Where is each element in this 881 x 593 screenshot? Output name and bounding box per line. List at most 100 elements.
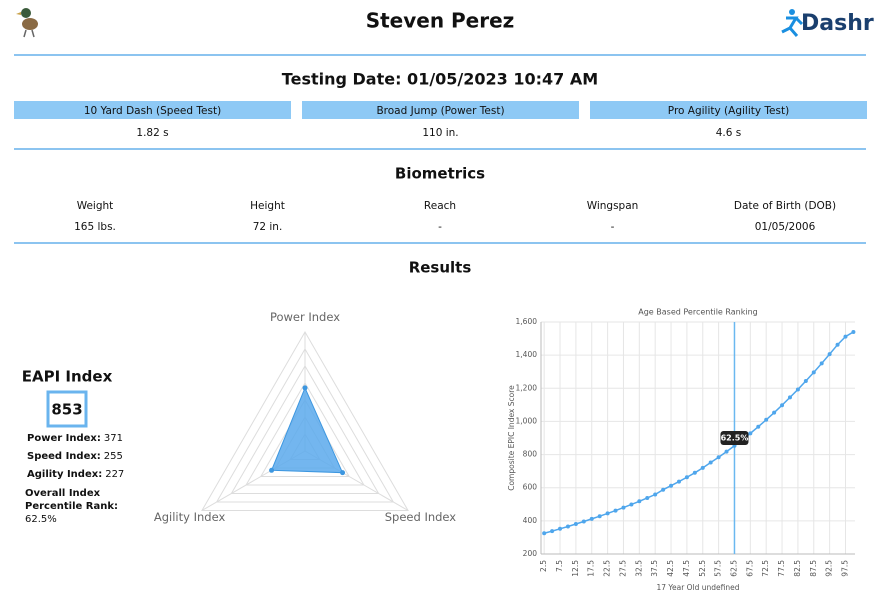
test-label: 10 Yard Dash (Speed Test) bbox=[84, 105, 221, 117]
series-point bbox=[708, 460, 713, 465]
chart-title: Age Based Percentile Ranking bbox=[638, 308, 758, 317]
series-line bbox=[543, 331, 854, 535]
bio-value: - bbox=[611, 221, 615, 233]
x-tick-label: 77.5 bbox=[777, 560, 786, 577]
y-tick-label: 1,600 bbox=[516, 317, 538, 326]
radar-point bbox=[302, 385, 308, 391]
x-tick-label: 22.5 bbox=[603, 560, 612, 577]
test-label: Broad Jump (Power Test) bbox=[376, 105, 504, 117]
index-value: 255 bbox=[104, 451, 123, 462]
series-point bbox=[787, 395, 792, 400]
series-point bbox=[811, 370, 816, 375]
index-label: Speed Index: bbox=[27, 451, 101, 462]
eapi-title: EAPI Index bbox=[22, 368, 113, 386]
series-point bbox=[613, 508, 618, 513]
radar-ring bbox=[215, 348, 395, 503]
bio-label: Reach bbox=[424, 200, 456, 212]
series-point bbox=[780, 403, 785, 408]
series-point bbox=[629, 502, 634, 507]
series-point bbox=[724, 449, 729, 454]
series-point bbox=[803, 378, 808, 383]
x-tick-label: 47.5 bbox=[682, 560, 691, 577]
index-value: 227 bbox=[105, 469, 124, 480]
y-tick-label: 1,000 bbox=[516, 416, 538, 425]
series-point bbox=[542, 531, 547, 536]
test-header bbox=[590, 101, 867, 119]
series-point bbox=[684, 475, 689, 480]
test-header bbox=[14, 101, 291, 119]
series-point bbox=[843, 334, 848, 339]
rank-label: Overall Index bbox=[25, 488, 101, 499]
biometrics-row: Weight 165 lbs. Height 72 in. Reach - Wingspan… bbox=[74, 200, 836, 233]
x-tick-label: 92.5 bbox=[825, 560, 834, 577]
radar-area bbox=[270, 386, 344, 474]
index-line: Speed Index: 255 bbox=[27, 451, 123, 462]
x-tick-label: 27.5 bbox=[618, 560, 627, 577]
bio-label: Date of Birth (DOB) bbox=[734, 200, 836, 212]
series-point bbox=[756, 424, 761, 429]
series-point bbox=[692, 470, 697, 475]
athlete-name: Steven Perez bbox=[366, 9, 515, 33]
series-point bbox=[653, 492, 658, 497]
radar-point bbox=[340, 470, 346, 476]
x-axis-label: 17 Year Old undefined bbox=[656, 583, 739, 592]
test-value: 110 in. bbox=[422, 127, 458, 139]
series-point bbox=[700, 465, 705, 470]
x-tick-label: 7.5 bbox=[555, 560, 564, 572]
x-tick-label: 12.5 bbox=[571, 560, 580, 577]
test-label: Pro Agility (Agility Test) bbox=[668, 105, 789, 117]
y-tick-label: 600 bbox=[523, 483, 538, 492]
x-tick-label: 17.5 bbox=[587, 560, 596, 577]
logo bbox=[16, 8, 38, 38]
x-tick-label: 42.5 bbox=[666, 560, 675, 577]
radar-axis-label: Power Index bbox=[270, 310, 340, 324]
y-tick-label: 800 bbox=[523, 450, 538, 459]
eapi-score: 853 bbox=[51, 401, 82, 419]
y-axis-label: Composite EPIC Index Score bbox=[507, 385, 516, 491]
index-line: Power Index: 371 bbox=[27, 433, 123, 444]
brand-name: Dashr bbox=[801, 11, 874, 36]
bio-label: Wingspan bbox=[587, 200, 639, 212]
y-tick-label: 400 bbox=[523, 516, 538, 525]
x-tick-label: 37.5 bbox=[650, 560, 659, 577]
section-title: Biometrics bbox=[395, 165, 485, 183]
series-point bbox=[589, 516, 594, 521]
section-title: Results bbox=[409, 259, 472, 277]
rank-value: 62.5% bbox=[25, 514, 57, 525]
x-tick-label: 57.5 bbox=[714, 560, 723, 577]
series-point bbox=[565, 524, 570, 529]
x-tick-label: 87.5 bbox=[809, 560, 818, 577]
tooltip-box bbox=[720, 431, 749, 445]
series-point bbox=[558, 526, 563, 531]
series-point bbox=[819, 361, 824, 366]
y-tick-label: 1,400 bbox=[516, 350, 538, 359]
series-point bbox=[661, 487, 666, 492]
x-tick-label: 97.5 bbox=[840, 560, 849, 577]
radar-axis-label: Agility Index bbox=[154, 510, 226, 524]
bio-value: 165 lbs. bbox=[74, 221, 116, 233]
series-point bbox=[597, 514, 602, 519]
series-point bbox=[764, 417, 769, 422]
index-value: 371 bbox=[104, 433, 123, 444]
x-tick-label: 62.5 bbox=[729, 560, 738, 577]
bio-label: Weight bbox=[77, 200, 114, 212]
radar-ring bbox=[201, 331, 409, 511]
testing-date: Testing Date: 01/05/2023 10:47 AM bbox=[282, 70, 598, 89]
radar-ring bbox=[230, 364, 380, 494]
series-point bbox=[550, 529, 555, 534]
x-tick-label: 67.5 bbox=[745, 560, 754, 577]
series-point bbox=[637, 499, 642, 504]
series-point bbox=[605, 511, 610, 516]
radar-ring bbox=[245, 382, 365, 486]
series-point bbox=[716, 455, 721, 460]
index-label: Power Index: bbox=[27, 433, 101, 444]
series-point bbox=[676, 479, 681, 484]
series-point bbox=[669, 483, 674, 488]
series-point bbox=[748, 431, 753, 436]
series-point bbox=[851, 329, 856, 334]
x-tick-label: 72.5 bbox=[761, 560, 770, 577]
x-tick-label: 52.5 bbox=[698, 560, 707, 577]
test-value: 1.82 s bbox=[136, 127, 168, 139]
